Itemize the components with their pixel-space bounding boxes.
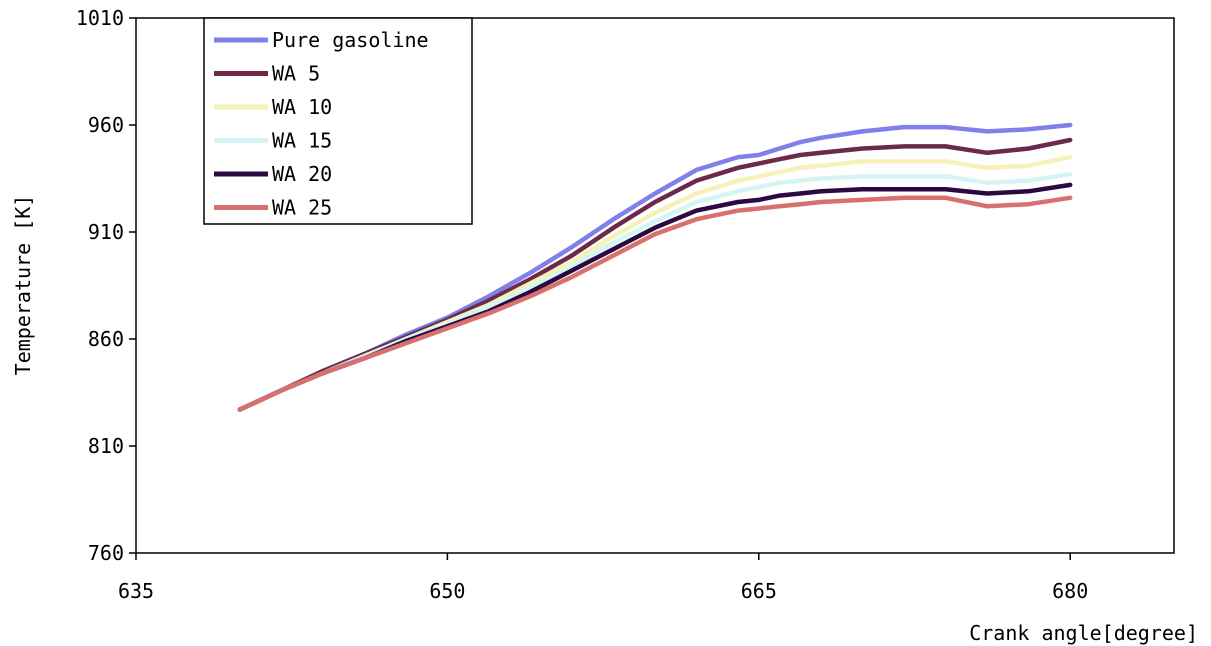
x-tick-label: 635: [118, 579, 154, 603]
y-tick-label: 810: [88, 434, 124, 458]
y-tick-label: 860: [88, 327, 124, 351]
y-axis-label: Temperature [K]: [11, 195, 35, 376]
y-tick-label: 910: [88, 220, 124, 244]
y-tick-label: 1010: [76, 6, 124, 30]
legend-label: WA 20: [272, 162, 332, 186]
x-tick-label: 680: [1052, 579, 1088, 603]
legend-label: WA 5: [272, 62, 320, 86]
legend-box: [203, 17, 473, 225]
x-tick-label: 650: [429, 579, 465, 603]
y-tick-label: 960: [88, 113, 124, 137]
x-axis-label: Crank angle[degree]: [969, 621, 1198, 645]
series-lines: [237, 122, 1073, 412]
legend-label: WA 25: [272, 196, 332, 220]
legend-label: WA 15: [272, 129, 332, 153]
axis-ticks: 760 810 860 910 960 1010 635 650 665 680: [76, 6, 1088, 603]
legend: Pure gasoline WA 5 WA 10 WA 15 WA 20 WA 25: [214, 28, 429, 220]
legend-label: Pure gasoline: [272, 28, 429, 52]
series-line: [237, 195, 1073, 412]
y-tick-label: 760: [88, 541, 124, 565]
legend-label: WA 10: [272, 95, 332, 119]
x-tick-label: 665: [741, 579, 777, 603]
